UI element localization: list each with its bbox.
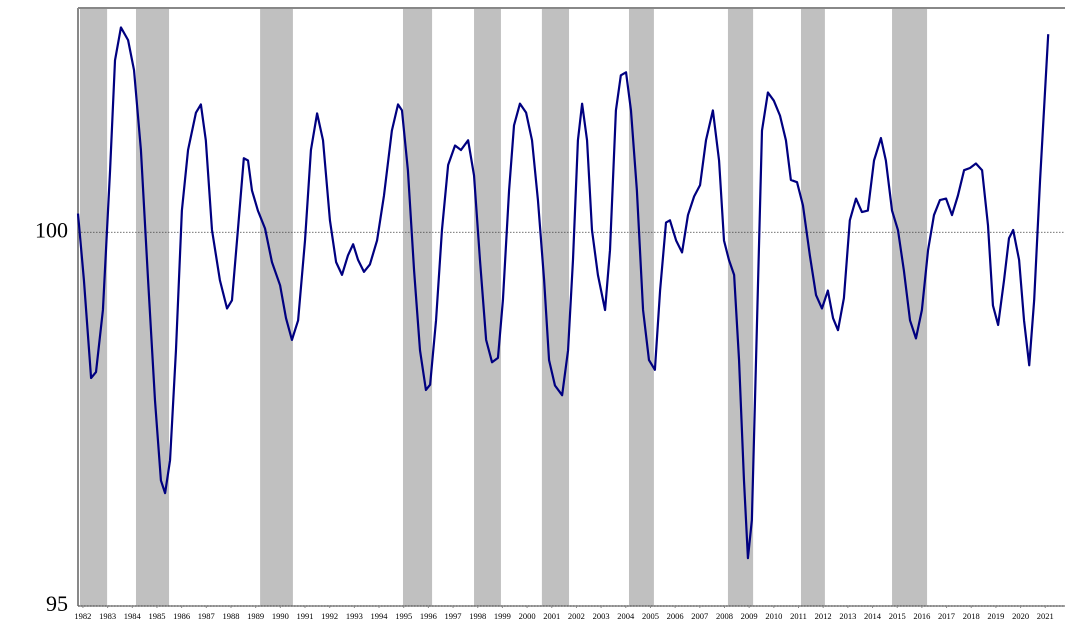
x-tick-label: 1983 <box>99 611 116 621</box>
x-tick-label: 2005 <box>642 611 659 621</box>
x-tick-label: 1993 <box>346 611 363 621</box>
x-tick-label: 2006 <box>667 611 684 621</box>
x-tick-label: 1998 <box>469 611 486 621</box>
x-tick-label: 2013 <box>839 611 856 621</box>
x-tick-label: 2000 <box>519 611 536 621</box>
x-tick-label: 1988 <box>222 611 239 621</box>
x-tick-label: 2017 <box>938 611 955 621</box>
x-tick-label: 1991 <box>297 611 314 621</box>
x-tick-label: 1989 <box>247 611 264 621</box>
x-tick-label: 2020 <box>1012 611 1029 621</box>
x-tick-label: 2011 <box>790 611 807 621</box>
x-tick-label: 2008 <box>716 611 733 621</box>
x-tick-label: 1987 <box>198 611 215 621</box>
x-tick-label: 2019 <box>987 611 1004 621</box>
x-tick-label: 2016 <box>913 611 930 621</box>
x-tick-label: 1999 <box>494 611 511 621</box>
x-tick-label: 1984 <box>124 611 142 621</box>
x-tick-label: 1994 <box>371 611 389 621</box>
x-tick-label: 1990 <box>272 611 289 621</box>
recession-band <box>628 8 654 606</box>
recession-band <box>727 8 754 606</box>
x-tick-label: 2021 <box>1037 611 1054 621</box>
x-tick-label: 1997 <box>445 611 462 621</box>
x-tick-label: 2003 <box>593 611 610 621</box>
y-tick-label: 100 <box>35 217 68 242</box>
x-tick-label: 1992 <box>321 611 338 621</box>
recession-band <box>800 8 825 606</box>
x-tick-label: 1985 <box>148 611 165 621</box>
x-tick-label: 2012 <box>815 611 832 621</box>
y-tick-label: 95 <box>46 591 68 616</box>
x-tick-label: 2010 <box>765 611 782 621</box>
recession-band <box>474 8 501 606</box>
recession-band <box>260 8 293 606</box>
x-tick-label: 2014 <box>864 611 882 621</box>
x-tick-label: 1986 <box>173 611 190 621</box>
x-tick-label: 2001 <box>543 611 560 621</box>
x-tick-label: 2002 <box>568 611 585 621</box>
x-tick-label: 2007 <box>691 611 708 621</box>
x-tick-label: 2009 <box>741 611 758 621</box>
data-line <box>76 26 1050 560</box>
x-tick-label: 2018 <box>963 611 980 621</box>
x-tick-label: 1982 <box>74 611 91 621</box>
x-tick-label: 2004 <box>617 611 635 621</box>
recession-band <box>135 8 170 606</box>
x-tick-label: 1996 <box>420 611 437 621</box>
x-tick-label: 2015 <box>889 611 906 621</box>
x-tick-label: 1995 <box>395 611 412 621</box>
